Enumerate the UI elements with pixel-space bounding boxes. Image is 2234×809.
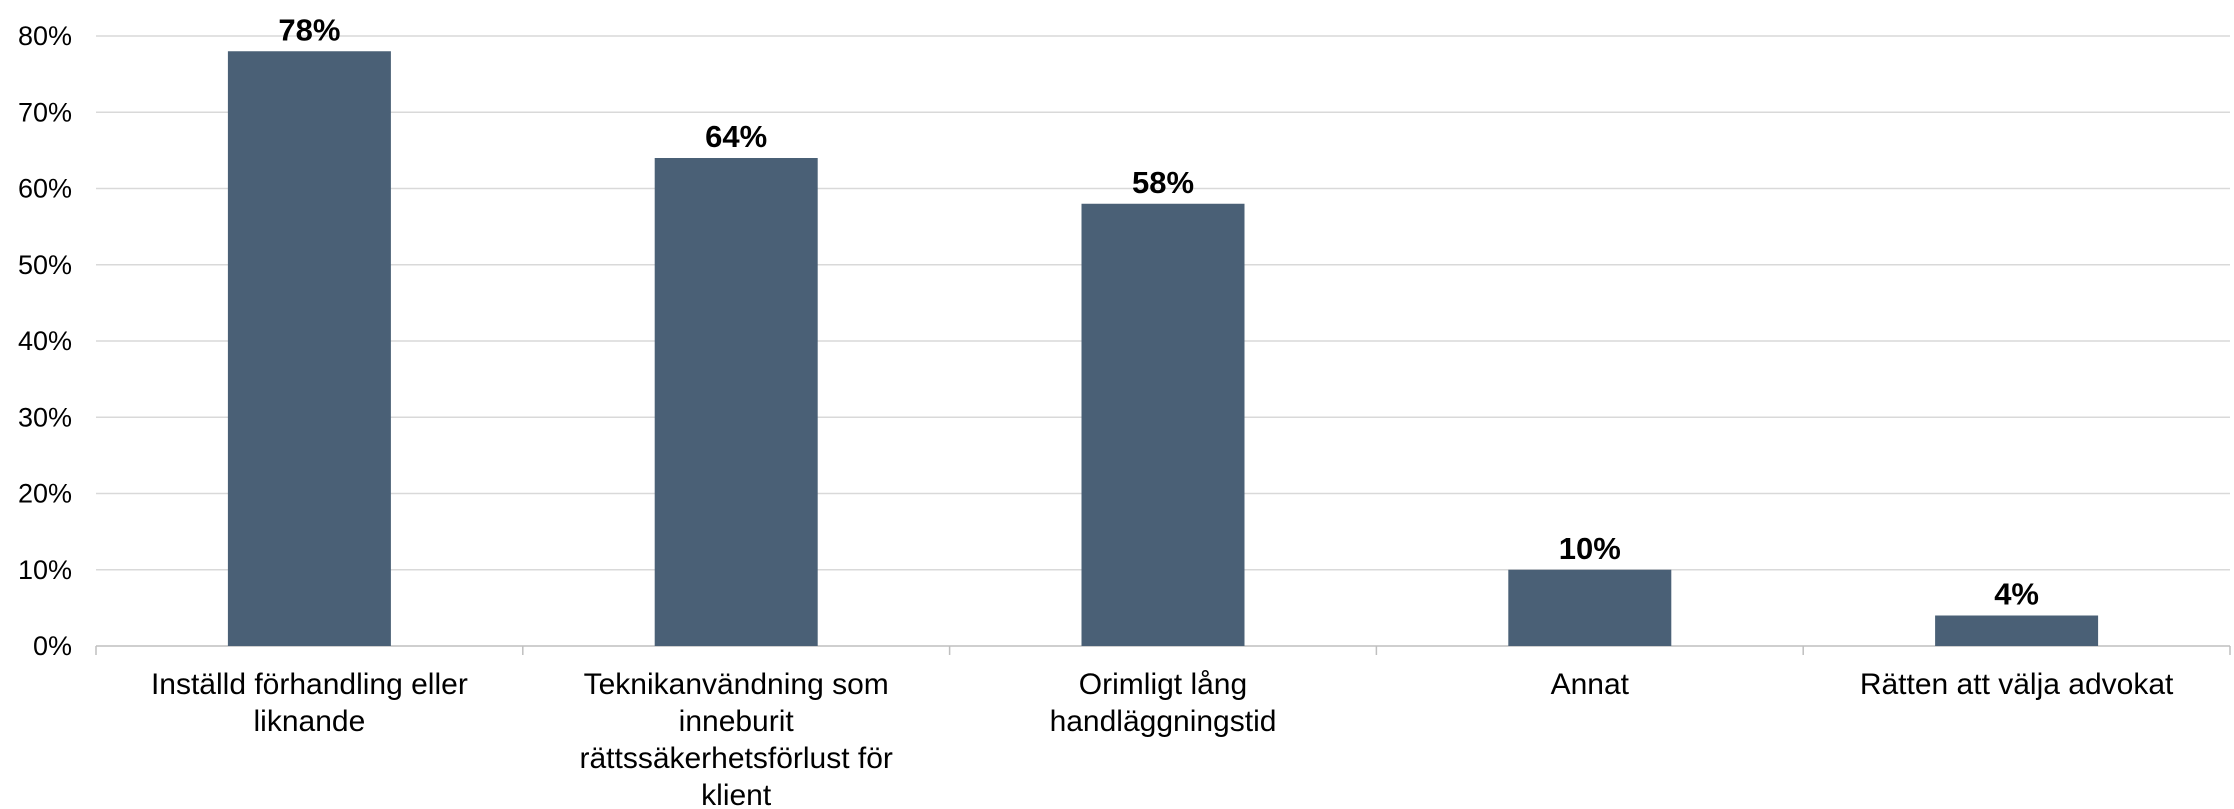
x-tick-label: Inställd förhandling eller liknande <box>151 668 468 738</box>
y-tick-label: 60% <box>18 174 72 204</box>
y-tick-label: 70% <box>18 97 72 127</box>
y-tick-label: 30% <box>18 402 72 432</box>
data-labels: 78% 64% 58% 10% 4% <box>278 12 2039 611</box>
x-tick-label: Teknikanvändning som inneburit rättssäkerh… <box>579 668 892 809</box>
x-axis-tick-labels: Inställd förhandling eller liknande Teknik… <box>151 668 2174 809</box>
bar <box>227 51 391 646</box>
y-tick-label: 0% <box>33 631 72 661</box>
data-label: 78% <box>278 12 340 47</box>
y-axis-tick-labels: 0% 10% 20% 30% 40% 50% 60% 70% 80% <box>18 21 72 661</box>
y-tick-label: 50% <box>18 250 72 280</box>
bar <box>1935 615 2099 646</box>
bar <box>654 158 818 646</box>
data-label: 64% <box>705 119 767 154</box>
y-tick-label: 20% <box>18 479 72 509</box>
x-tick-label: Rätten att välja advokat <box>1860 668 2174 701</box>
x-tick-label: Annat <box>1551 668 1630 701</box>
x-tick-label: Orimligt lång handläggningstid <box>1050 668 1277 738</box>
bars <box>227 51 2099 646</box>
y-tick-label: 80% <box>18 21 72 51</box>
data-label: 10% <box>1559 531 1621 566</box>
bar <box>1081 203 1245 646</box>
x-axis <box>95 645 2231 655</box>
bar <box>1508 569 1672 646</box>
data-label: 4% <box>1994 577 2039 612</box>
data-label: 58% <box>1132 165 1194 200</box>
y-tick-label: 40% <box>18 326 72 356</box>
y-tick-label: 10% <box>18 555 72 585</box>
